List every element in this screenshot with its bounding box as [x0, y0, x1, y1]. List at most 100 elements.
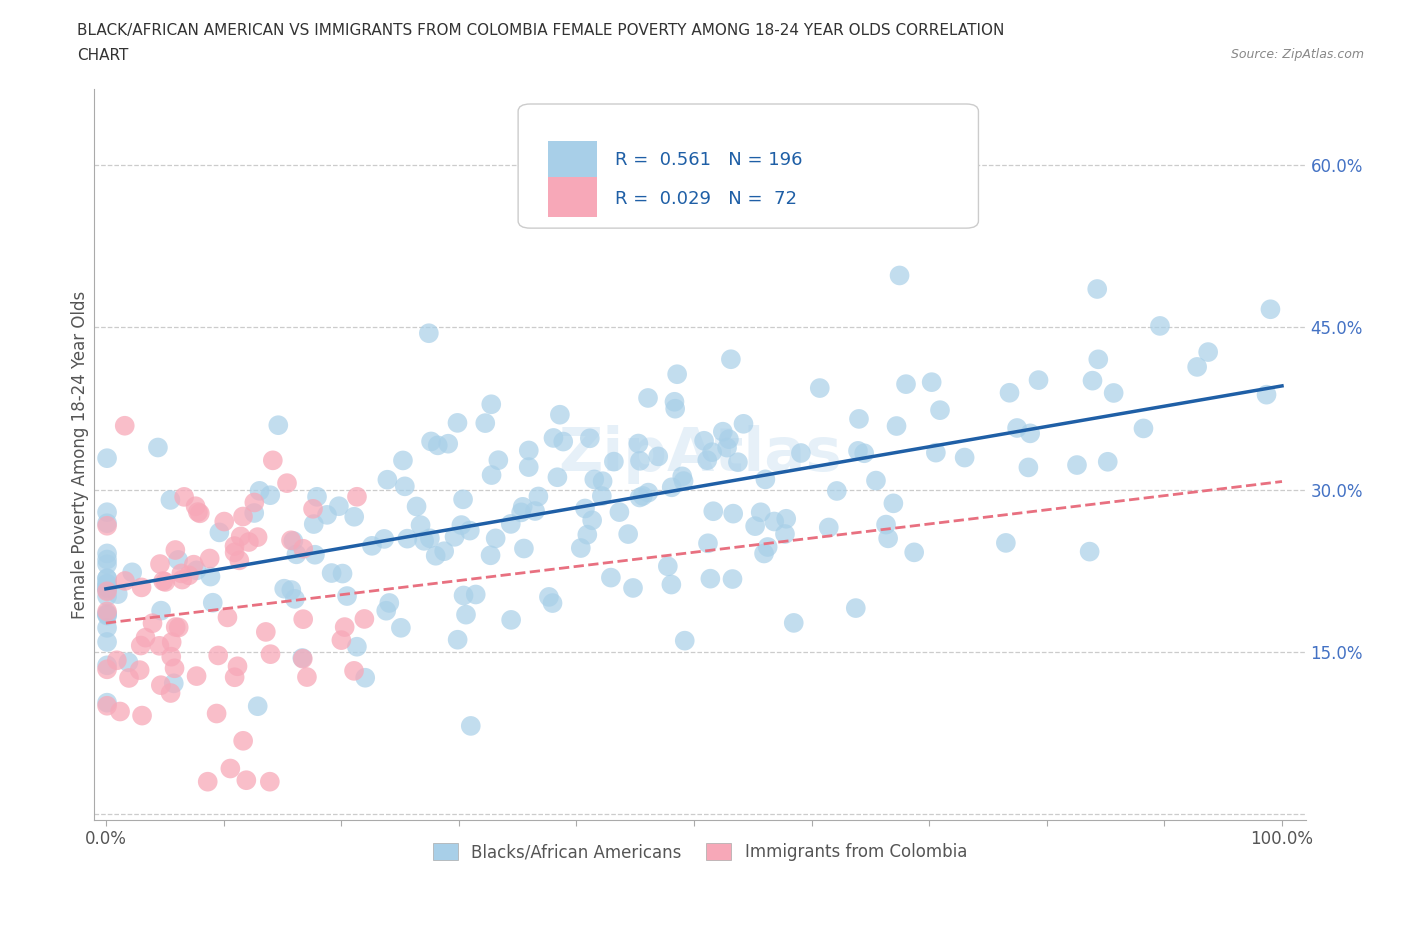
Point — [929, 403, 952, 418]
Point — [460, 719, 482, 734]
Point — [117, 655, 139, 670]
Point — [114, 418, 136, 433]
Text: R =  0.561   N = 196: R = 0.561 N = 196 — [614, 152, 803, 169]
Point — [672, 473, 695, 488]
Point — [450, 518, 472, 533]
Point — [96, 620, 118, 635]
Point — [96, 518, 118, 533]
Point — [96, 571, 118, 586]
Point — [621, 580, 644, 595]
Point — [224, 538, 246, 553]
Point — [187, 505, 209, 520]
Point — [541, 595, 564, 610]
Point — [96, 607, 118, 622]
Point — [267, 418, 290, 432]
Point — [167, 620, 190, 635]
Point — [865, 473, 887, 488]
Point — [285, 547, 308, 562]
Point — [302, 501, 325, 516]
Point — [994, 536, 1017, 551]
Point — [702, 504, 724, 519]
Point — [208, 525, 231, 539]
Point — [574, 501, 596, 516]
Point — [186, 669, 208, 684]
Point — [107, 587, 129, 602]
Point — [96, 658, 118, 672]
Point — [152, 574, 174, 589]
Text: ZipAtlas: ZipAtlas — [558, 425, 842, 484]
Point — [825, 484, 848, 498]
Point — [697, 536, 720, 551]
Point — [576, 527, 599, 542]
Point — [543, 431, 565, 445]
Point — [783, 616, 806, 631]
Point — [721, 572, 744, 587]
Point — [163, 676, 186, 691]
Point — [1017, 460, 1039, 475]
Point — [226, 658, 249, 673]
Point — [377, 472, 399, 487]
Point — [409, 518, 432, 533]
Point — [699, 571, 721, 586]
Point — [243, 495, 266, 510]
Point — [291, 650, 314, 665]
Point — [1019, 426, 1042, 441]
Point — [664, 401, 686, 416]
Point — [172, 572, 194, 587]
Point — [105, 653, 128, 668]
Point — [413, 534, 436, 549]
Point — [343, 510, 366, 525]
Point — [921, 375, 943, 390]
Point — [343, 663, 366, 678]
Point — [96, 634, 118, 649]
Point — [882, 496, 904, 511]
Point — [96, 606, 118, 621]
Point — [212, 514, 235, 529]
Point — [392, 453, 415, 468]
Point — [756, 539, 779, 554]
Point — [454, 607, 477, 622]
Point — [727, 455, 749, 470]
Point — [330, 632, 353, 647]
Point — [696, 453, 718, 468]
Point — [165, 542, 187, 557]
Point — [160, 649, 183, 664]
Point — [160, 634, 183, 649]
Point — [114, 574, 136, 589]
Point — [389, 620, 412, 635]
Point — [453, 588, 475, 603]
Point — [284, 591, 307, 606]
Point — [201, 595, 224, 610]
Point — [877, 531, 900, 546]
Point — [609, 505, 631, 520]
Point — [96, 516, 118, 531]
Point — [474, 416, 496, 431]
Point — [925, 445, 948, 460]
Point — [96, 505, 118, 520]
Point — [246, 530, 269, 545]
Point — [229, 529, 252, 544]
Point — [96, 552, 118, 567]
Point — [420, 434, 443, 449]
Point — [647, 449, 669, 464]
FancyBboxPatch shape — [519, 104, 979, 228]
Point — [889, 268, 911, 283]
Point — [418, 326, 440, 340]
Point — [394, 479, 416, 494]
Point — [170, 566, 193, 581]
Point — [280, 582, 302, 597]
Point — [790, 445, 813, 460]
Point — [238, 535, 260, 550]
Point — [96, 662, 118, 677]
Point — [1066, 458, 1088, 472]
Point — [592, 473, 614, 488]
Point — [243, 506, 266, 521]
Point — [373, 531, 395, 546]
Point — [96, 557, 118, 572]
Point — [96, 696, 118, 711]
Point — [232, 509, 254, 524]
Point — [134, 631, 156, 645]
Point — [295, 670, 318, 684]
Point — [96, 583, 118, 598]
Point — [249, 484, 271, 498]
